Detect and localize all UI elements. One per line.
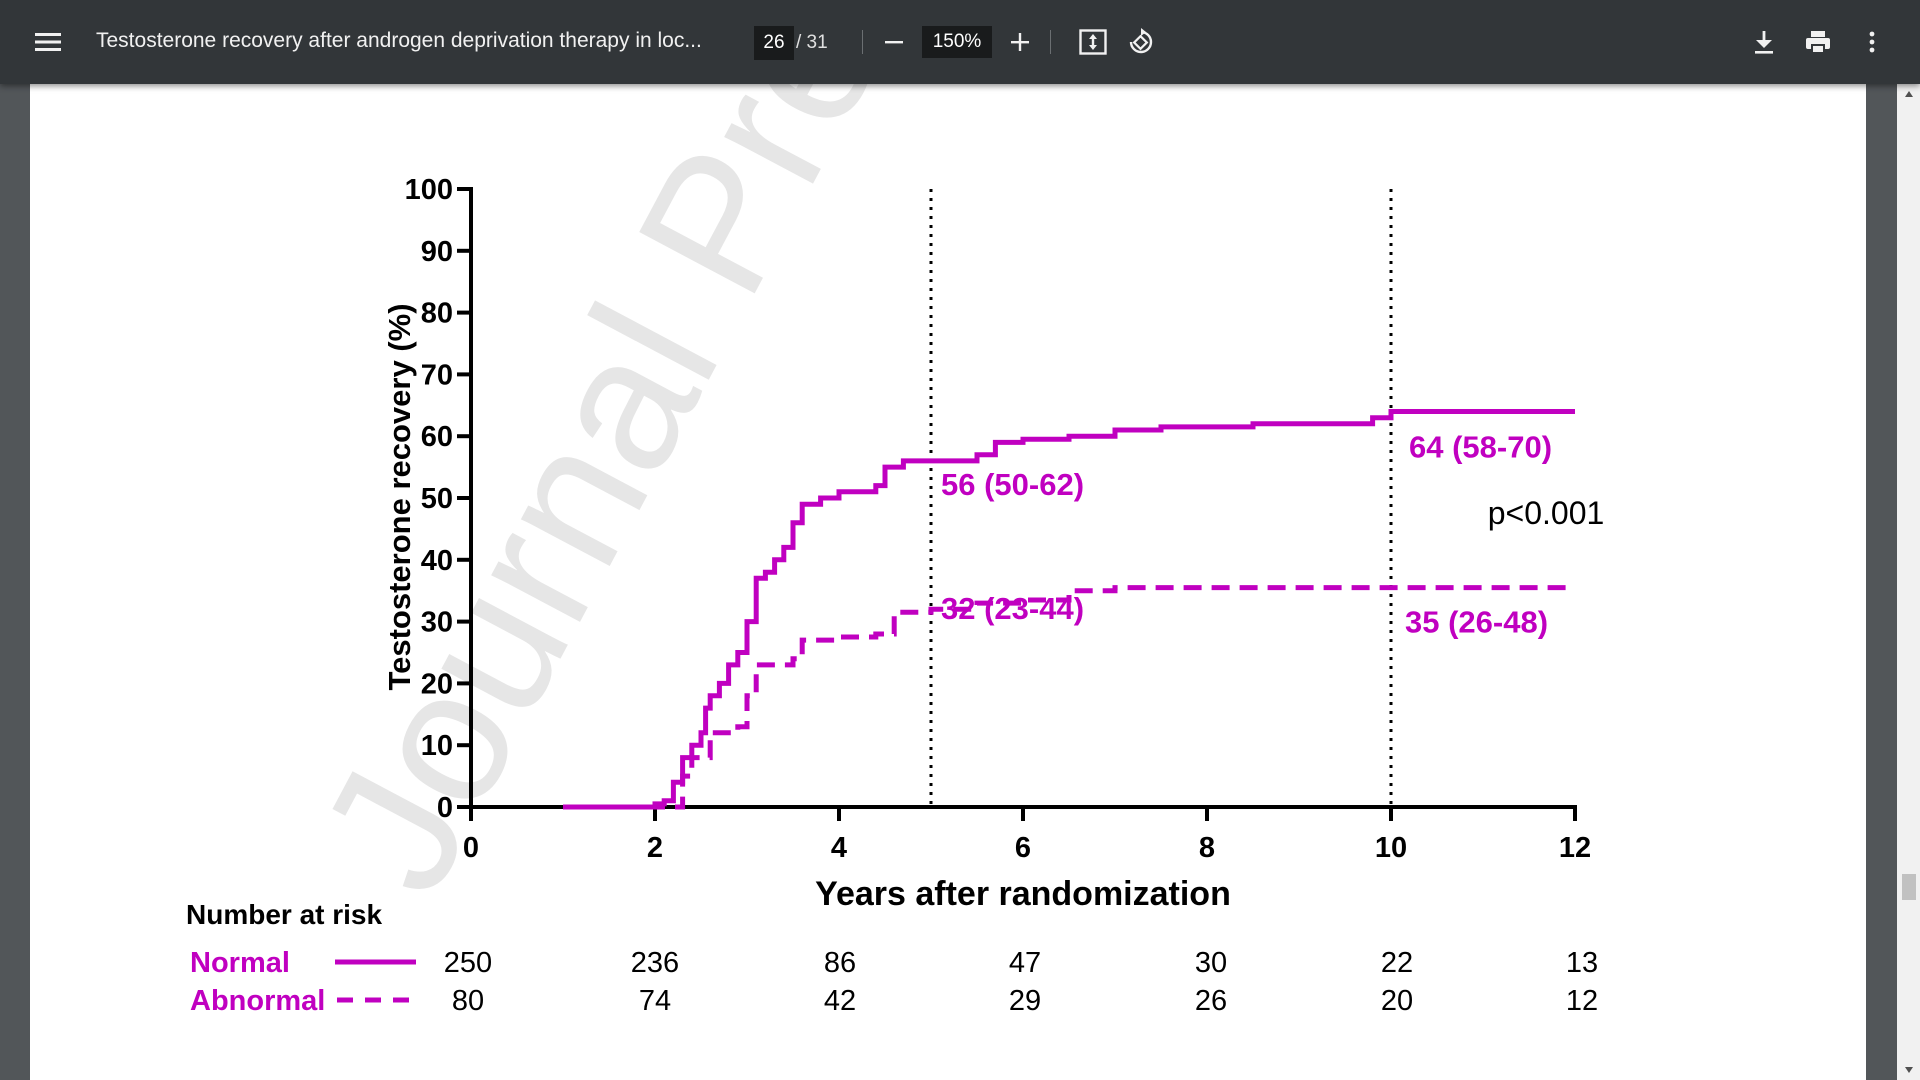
y-tick-label: 70 (421, 359, 453, 391)
document-viewer: Journal Pre 0 10 20 30 40 50 60 70 80 90 100 0 2 4 6 8 1… (0, 84, 1920, 1080)
risk-value: 236 (631, 947, 679, 979)
risk-value: 22 (1381, 947, 1413, 979)
annotation-label: 56 (50-62) (941, 467, 1084, 502)
y-tick-label: 10 (421, 730, 453, 762)
p-value-label: p<0.001 (1488, 495, 1605, 531)
risk-value: 42 (824, 985, 856, 1017)
risk-value: 30 (1195, 947, 1227, 979)
scroll-up-icon[interactable] (1897, 84, 1920, 104)
x-axis-label: Years after randomization (815, 875, 1231, 913)
y-tick-label: 100 (405, 174, 453, 206)
risk-value: 86 (824, 947, 856, 979)
zoom-out-icon[interactable] (872, 20, 916, 64)
y-axis-label: Testosterone recovery (%) (382, 303, 417, 690)
toolbar-divider (862, 30, 863, 54)
x-tick-label: 4 (831, 832, 847, 864)
risk-value: 12 (1566, 985, 1598, 1017)
y-tick-label: 50 (421, 483, 453, 515)
download-icon[interactable] (1742, 20, 1786, 64)
risk-value: 47 (1009, 947, 1041, 979)
risk-value: 74 (639, 985, 671, 1017)
km-chart: Journal Pre 0 10 20 30 40 50 60 70 80 90 100 0 2 4 6 8 1… (186, 84, 1604, 1017)
pdf-toolbar: Testosterone recovery after androgen dep… (0, 0, 1920, 84)
risk-value: 80 (452, 985, 484, 1017)
print-icon[interactable] (1796, 20, 1840, 64)
risk-table: Number at risk Normal 250 236 86 47 30 22 13 Abno… (186, 899, 1598, 1017)
chart-annotations: 56 (50-62) 32 (23-44) 64 (58-70) 35 (26-48)… (941, 429, 1604, 639)
risk-row-label-abnormal: Abnormal (190, 985, 325, 1017)
series-line-abnormal (563, 585, 1575, 810)
menu-icon[interactable] (26, 20, 70, 64)
risk-value: 26 (1195, 985, 1227, 1017)
annotation-label: 35 (26-48) (1405, 605, 1548, 640)
chart-axes: 0 10 20 30 40 50 60 70 80 90 100 0 2 4 6 8 10 12 (405, 174, 1592, 864)
zoom-level-input[interactable]: 150% (922, 26, 992, 58)
y-tick-label: 40 (421, 545, 453, 577)
reference-lines (929, 189, 1393, 807)
x-tick-label: 12 (1559, 832, 1591, 864)
vertical-scrollbar[interactable] (1897, 84, 1920, 1080)
x-tick-label: 2 (647, 832, 663, 864)
watermark-text: Journal Pre (279, 84, 922, 923)
page-total: / 31 (796, 32, 828, 53)
risk-row-label-normal: Normal (190, 947, 290, 979)
page-number-input[interactable] (754, 26, 794, 60)
risk-value: 29 (1009, 985, 1041, 1017)
x-tick-label: 0 (463, 832, 479, 864)
rotate-icon[interactable] (1119, 20, 1163, 64)
risk-value: 250 (444, 947, 492, 979)
x-tick-label: 8 (1199, 832, 1215, 864)
zoom-in-icon[interactable] (998, 20, 1042, 64)
pdf-page: Journal Pre 0 10 20 30 40 50 60 70 80 90 100 0 2 4 6 8 1… (30, 84, 1866, 1080)
risk-value: 20 (1381, 985, 1413, 1017)
document-title: Testosterone recovery after androgen dep… (96, 29, 702, 52)
y-tick-label: 90 (421, 236, 453, 268)
chart-series (563, 409, 1575, 810)
risk-value: 13 (1566, 947, 1598, 979)
y-tick-label: 20 (421, 668, 453, 700)
annotation-label: 64 (58-70) (1409, 429, 1552, 464)
y-tick-label: 60 (421, 421, 453, 453)
y-tick-label: 0 (437, 792, 453, 824)
y-tick-label: 30 (421, 607, 453, 639)
x-tick-label: 10 (1375, 832, 1407, 864)
risk-table-title: Number at risk (186, 899, 382, 930)
toolbar-divider (1050, 30, 1051, 54)
annotation-label: 32 (23-44) (941, 591, 1084, 626)
more-options-icon[interactable] (1850, 20, 1894, 64)
scrollbar-thumb[interactable] (1902, 874, 1916, 900)
series-line-normal (563, 409, 1575, 810)
fit-page-icon[interactable] (1071, 20, 1115, 64)
x-tick-label: 6 (1015, 832, 1031, 864)
scroll-down-icon[interactable] (1897, 1060, 1920, 1080)
y-tick-label: 80 (421, 298, 453, 330)
